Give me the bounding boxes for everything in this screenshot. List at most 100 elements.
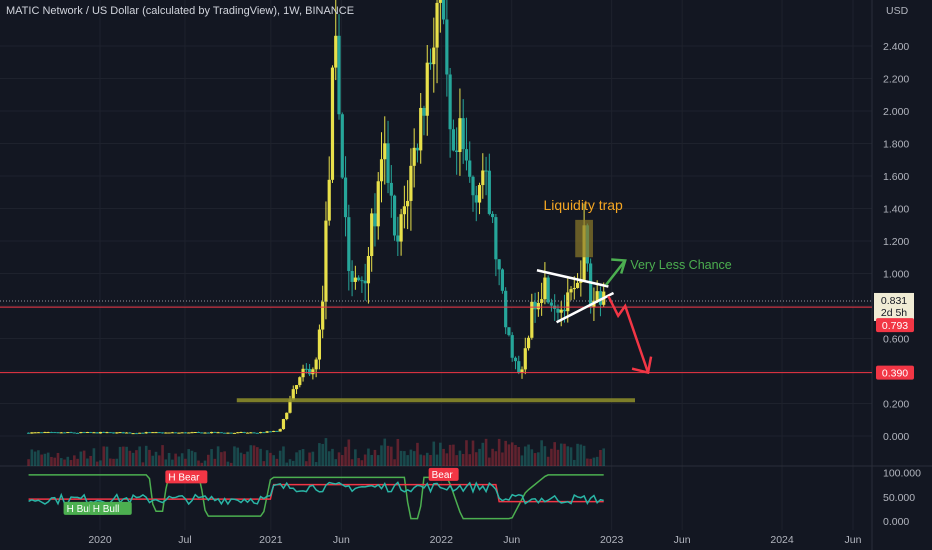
volume-bar: [288, 459, 292, 466]
candle-body: [438, 0, 442, 3]
x-tick-label: Jun: [503, 534, 520, 546]
candle-body: [167, 432, 171, 434]
volume-bar: [73, 455, 76, 466]
volume-bar: [86, 458, 89, 466]
candle-body: [389, 182, 393, 196]
volume-bar: [439, 442, 442, 466]
candle-body: [56, 432, 60, 434]
volume-bar: [602, 448, 606, 466]
candle-body: [265, 431, 269, 433]
green-arrow-head: [611, 258, 627, 274]
drawings: Liquidity trap Very Less Chance: [0, 197, 872, 403]
candle-body: [170, 432, 174, 434]
level-1-price-value: 0.793: [882, 320, 908, 332]
osc-tick-label: 0.000: [883, 516, 909, 528]
y-axis: USD 2.400 2.200 2.000 1.800 1.600 1.400 1.200 1.…: [883, 5, 921, 528]
volume-bar: [340, 455, 344, 466]
candle-body: [487, 170, 491, 214]
candle-body: [435, 2, 439, 48]
volume-bar: [383, 438, 387, 466]
candle-body: [471, 176, 475, 196]
volume-bar: [563, 443, 566, 466]
candle-body: [461, 118, 465, 150]
candle-body: [464, 149, 469, 161]
volume-bar: [510, 442, 514, 466]
volume-bar: [344, 446, 347, 466]
volume-bar: [468, 454, 472, 466]
x-axis: 2020 Jul 2021 Jun 2022 Jun 2023 Jun 2024 Jun: [88, 534, 861, 546]
volume-bar: [360, 460, 364, 466]
volume-bar: [246, 451, 249, 466]
volume-bar: [197, 460, 200, 466]
candle-body: [589, 263, 593, 308]
volume-bar: [213, 458, 217, 466]
volume-bar: [50, 456, 53, 466]
candle-body: [360, 280, 364, 282]
candle-body: [337, 35, 341, 115]
volume-bar: [184, 458, 187, 466]
candle-body: [82, 432, 86, 434]
candle-body: [229, 432, 233, 434]
candle-body: [258, 432, 263, 434]
volume-bar: [242, 454, 246, 466]
volume-bar: [161, 445, 164, 466]
candle-body: [448, 74, 452, 130]
volume-bar: [566, 446, 570, 466]
y-tick-label: 0.600: [883, 334, 909, 346]
candles: [26, 0, 606, 435]
volume-bar: [207, 454, 210, 466]
volume-bar: [265, 450, 269, 466]
candle-body: [314, 359, 318, 370]
volume-bar: [363, 454, 367, 466]
volume-bar: [357, 458, 360, 466]
candle-body: [402, 206, 406, 215]
candle-body: [272, 430, 276, 432]
candle-body: [242, 431, 246, 433]
volume-bars: [27, 438, 606, 466]
volume-bar: [203, 460, 207, 466]
candle-body: [366, 256, 371, 284]
volume-bar: [66, 456, 70, 466]
candle-body: [406, 200, 410, 207]
candle-body: [49, 432, 54, 434]
candle-body: [102, 431, 106, 433]
volume-bar: [125, 446, 128, 466]
candle-body: [134, 433, 139, 435]
candle-body: [370, 213, 374, 257]
candle-body: [187, 432, 191, 434]
candle-body: [543, 277, 547, 300]
y-tick-label: 1.600: [883, 171, 909, 183]
candle-body: [311, 369, 315, 375]
candle-body: [160, 432, 165, 434]
chart-title: MATIC Network / US Dollar (calculated by…: [6, 5, 355, 17]
candle-body: [321, 301, 325, 330]
volume-bar: [452, 444, 455, 466]
volume-bar: [331, 448, 334, 466]
volume-bar: [105, 446, 109, 466]
volume-bar: [399, 450, 403, 466]
volume-bar: [484, 438, 488, 466]
volume-bar: [102, 446, 106, 466]
candle-body: [357, 277, 361, 281]
candle-body: [298, 377, 302, 386]
candle-body: [285, 412, 289, 420]
volume-bar: [193, 452, 197, 466]
candle-body: [383, 143, 387, 160]
volume-bar: [458, 450, 462, 466]
volume-bar: [89, 455, 92, 466]
candle-body: [105, 432, 109, 434]
green-arrow: [605, 259, 627, 286]
volume-bar: [474, 452, 478, 466]
volume-bar: [556, 449, 560, 466]
candle-body: [213, 431, 217, 433]
candle-body: [419, 107, 423, 151]
volume-bar: [108, 458, 112, 466]
volume-bar: [553, 442, 556, 466]
y-tick-label: 1.400: [883, 204, 909, 216]
volume-bar: [599, 449, 602, 466]
volume-bar: [412, 451, 416, 466]
y-tick-label: 2.000: [883, 106, 909, 118]
candle-body: [138, 432, 142, 434]
candle-body: [196, 432, 201, 434]
